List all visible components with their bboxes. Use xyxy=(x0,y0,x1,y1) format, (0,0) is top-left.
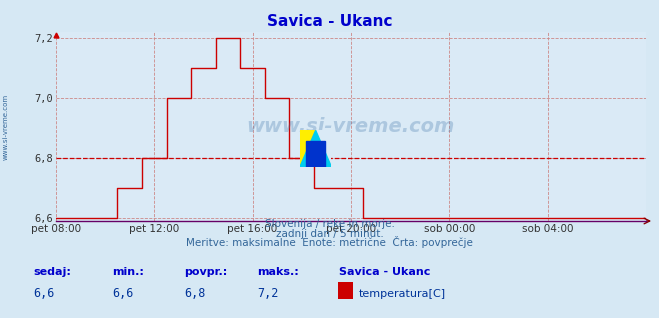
Text: Meritve: maksimalne  Enote: metrične  Črta: povprečje: Meritve: maksimalne Enote: metrične Črta… xyxy=(186,237,473,248)
Text: Savica - Ukanc: Savica - Ukanc xyxy=(267,14,392,29)
Text: 6,8: 6,8 xyxy=(185,287,206,300)
Text: 7,2: 7,2 xyxy=(257,287,278,300)
Text: min.:: min.: xyxy=(112,267,144,277)
Text: 6,6: 6,6 xyxy=(112,287,133,300)
Text: zadnji dan / 5 minut.: zadnji dan / 5 minut. xyxy=(275,229,384,239)
Text: Slovenija / reke in morje.: Slovenija / reke in morje. xyxy=(264,219,395,229)
Bar xyxy=(306,141,325,167)
Text: maks.:: maks.: xyxy=(257,267,299,277)
Text: sedaj:: sedaj: xyxy=(33,267,71,277)
Text: temperatura[C]: temperatura[C] xyxy=(359,289,446,299)
Polygon shape xyxy=(300,130,331,167)
Text: www.si-vreme.com: www.si-vreme.com xyxy=(2,94,9,160)
Text: povpr.:: povpr.: xyxy=(185,267,228,277)
Text: www.si-vreme.com: www.si-vreme.com xyxy=(246,117,455,136)
Text: Savica - Ukanc: Savica - Ukanc xyxy=(339,267,431,277)
Polygon shape xyxy=(300,130,316,167)
Text: 6,6: 6,6 xyxy=(33,287,54,300)
